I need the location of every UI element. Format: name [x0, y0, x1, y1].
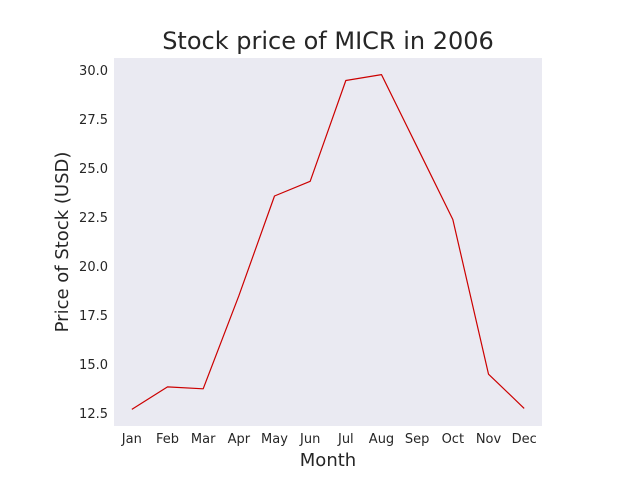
chart-title: Stock price of MICR in 2006 [162, 27, 494, 55]
x-tick-label: Jul [337, 432, 354, 447]
x-axis-label: Month [300, 450, 356, 471]
series-layer [131, 74, 525, 410]
x-axis-ticks: Jan Feb Mar Apr May Jun Jul Aug Sep Oct Nov Dec [121, 432, 537, 447]
y-axis-label: Price of Stock (USD) [52, 152, 73, 333]
x-tick-label: Aug [369, 432, 394, 447]
x-tick-label: Nov [476, 432, 502, 447]
plot-area [114, 58, 542, 426]
x-tick-label: Dec [512, 432, 537, 447]
y-tick-label: 20.0 [79, 260, 108, 275]
y-axis-ticks: 12.5 15.0 17.5 20.0 22.5 25.0 27.5 30.0 [79, 64, 108, 422]
x-tick-label: Jun [299, 432, 320, 447]
y-tick-label: 22.5 [79, 211, 108, 226]
x-tick-label: Jan [121, 432, 142, 447]
series-line [131, 74, 525, 410]
x-tick-label: Feb [156, 432, 179, 447]
y-tick-label: 25.0 [79, 162, 108, 177]
y-tick-label: 27.5 [79, 113, 108, 128]
x-tick-label: Sep [405, 432, 430, 447]
x-tick-label: Apr [228, 432, 251, 447]
x-tick-label: Mar [191, 432, 216, 447]
y-tick-label: 12.5 [79, 407, 108, 422]
x-tick-label: Oct [442, 432, 464, 447]
y-tick-label: 15.0 [79, 358, 108, 373]
y-tick-label: 17.5 [79, 309, 108, 324]
y-tick-label: 30.0 [79, 64, 108, 79]
x-tick-label: May [261, 432, 288, 447]
